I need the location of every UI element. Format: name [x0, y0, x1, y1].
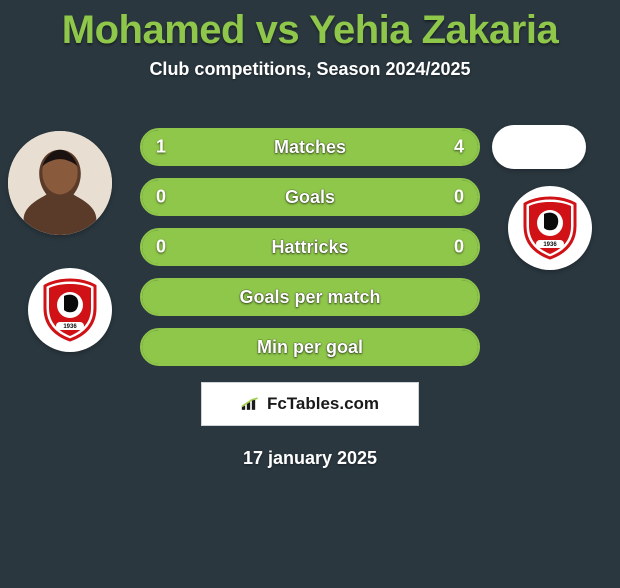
- player2-photo-placeholder: [492, 125, 586, 169]
- bar-chart-icon: [241, 397, 261, 411]
- stat-row-gpm: Goals per match: [140, 278, 480, 316]
- player1-club-badge: 1936: [28, 268, 112, 352]
- svg-text:1936: 1936: [63, 324, 77, 330]
- stat-row-goals: 0 Goals 0: [140, 178, 480, 216]
- stat-value-p1: 0: [156, 237, 166, 258]
- player1-photo: [8, 131, 112, 235]
- avatar-silhouette-icon: [8, 131, 112, 235]
- stat-row-mpg: Min per goal: [140, 328, 480, 366]
- stat-value-p2: 0: [454, 237, 464, 258]
- stat-value-p1: 1: [156, 137, 166, 158]
- stat-label: Goals: [285, 187, 335, 208]
- stat-value-p2: 4: [454, 137, 464, 158]
- stat-fill-p1: [142, 130, 209, 164]
- date-text: 17 january 2025: [0, 448, 620, 469]
- page-title: Mohamed vs Yehia Zakaria: [0, 8, 620, 53]
- brand-text: FcTables.com: [267, 394, 379, 414]
- page-subtitle: Club competitions, Season 2024/2025: [0, 59, 620, 80]
- club-shield-icon: 1936: [41, 278, 99, 342]
- stats-container: 1 Matches 4 0 Goals 0 0 Hattricks 0 Goal…: [140, 128, 480, 366]
- stat-label: Matches: [274, 137, 346, 158]
- club-shield-icon: 1936: [521, 196, 579, 260]
- brand-box[interactable]: FcTables.com: [201, 382, 419, 426]
- stat-label: Goals per match: [239, 287, 380, 308]
- stat-label: Hattricks: [271, 237, 348, 258]
- svg-text:1936: 1936: [543, 242, 557, 248]
- stat-value-p2: 0: [454, 187, 464, 208]
- player2-club-badge: 1936: [508, 186, 592, 270]
- stat-label: Min per goal: [257, 337, 363, 358]
- stat-row-hattricks: 0 Hattricks 0: [140, 228, 480, 266]
- stat-value-p1: 0: [156, 187, 166, 208]
- stat-row-matches: 1 Matches 4: [140, 128, 480, 166]
